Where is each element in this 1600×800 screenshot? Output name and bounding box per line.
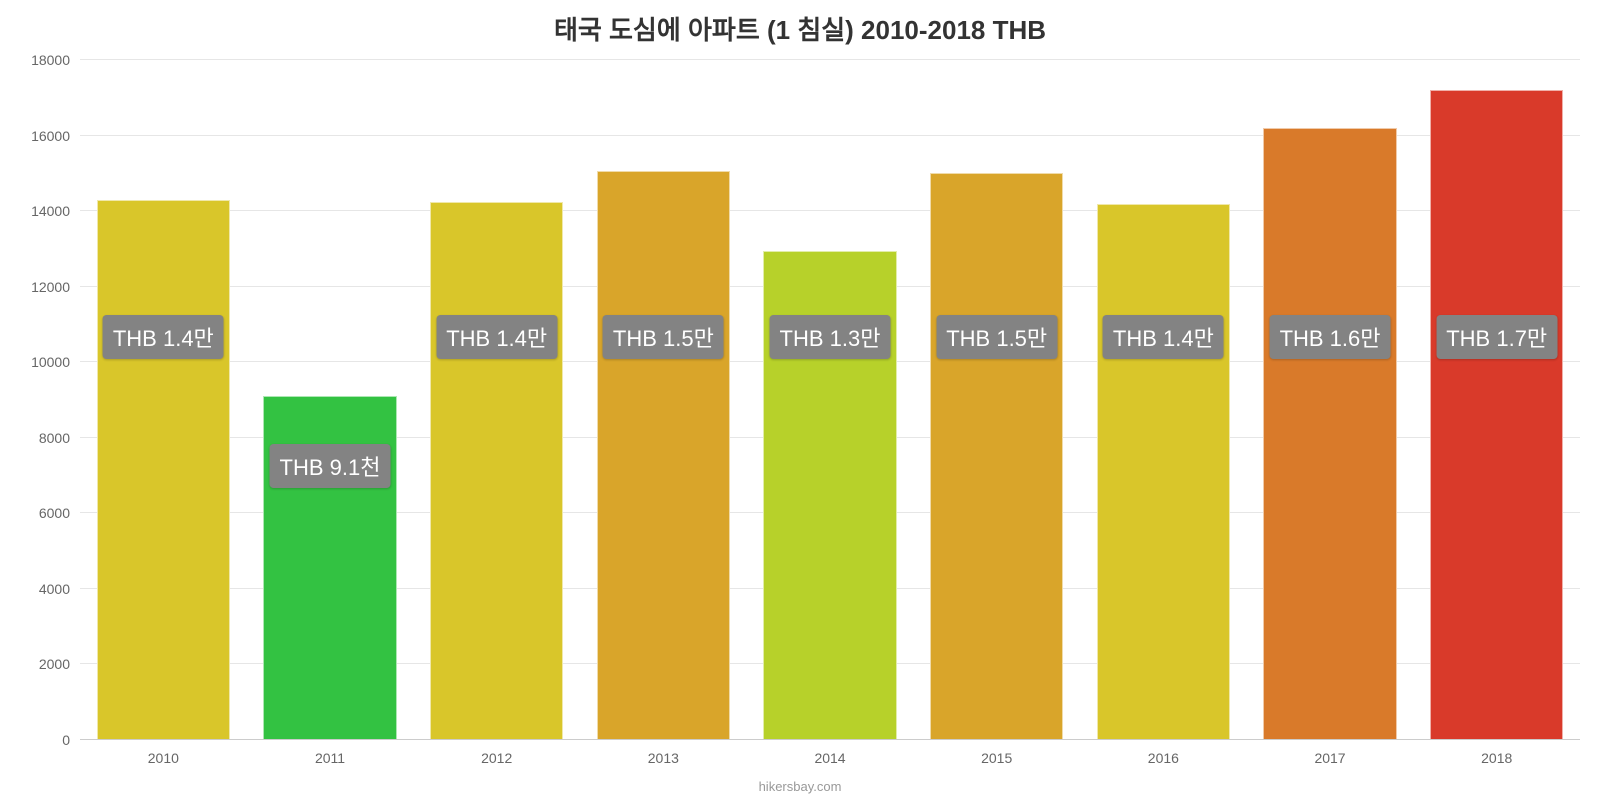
bar	[97, 200, 230, 740]
chart-title: 태국 도심에 아파트 (1 침실) 2010-2018 THB	[0, 10, 1600, 47]
bars-group: THB 1.4만2010THB 9.1천2011THB 1.4만2012THB …	[80, 60, 1580, 740]
x-tick-label: 2016	[1080, 740, 1247, 766]
bar	[597, 171, 730, 740]
bar-slot: THB 1.3만2014	[747, 60, 914, 740]
x-tick-label: 2013	[580, 740, 747, 766]
bar-slot: THB 1.4만2010	[80, 60, 247, 740]
x-tick-label: 2011	[247, 740, 414, 766]
x-tick-label: 2018	[1413, 740, 1580, 766]
bar-slot: THB 1.4만2012	[413, 60, 580, 740]
y-tick-label: 10000	[31, 354, 80, 370]
bar	[1097, 204, 1230, 740]
plot-area: 0200040006000800010000120001400016000180…	[80, 60, 1580, 740]
bar	[263, 396, 396, 740]
bar-slot: THB 1.5만2013	[580, 60, 747, 740]
bar	[430, 202, 563, 740]
bar-slot: THB 1.7만2018	[1413, 60, 1580, 740]
bar	[1430, 90, 1563, 740]
x-axis-baseline	[80, 739, 1580, 740]
y-tick-label: 4000	[39, 581, 80, 597]
y-tick-label: 18000	[31, 52, 80, 68]
x-tick-label: 2017	[1247, 740, 1414, 766]
x-tick-label: 2015	[913, 740, 1080, 766]
y-tick-label: 16000	[31, 128, 80, 144]
bar	[1263, 128, 1396, 740]
y-tick-label: 0	[62, 732, 80, 748]
y-tick-label: 12000	[31, 279, 80, 295]
bar-slot: THB 9.1천2011	[247, 60, 414, 740]
bar	[930, 173, 1063, 740]
y-tick-label: 6000	[39, 505, 80, 521]
y-tick-label: 8000	[39, 430, 80, 446]
bar	[763, 251, 896, 740]
source-credit: hikersbay.com	[0, 779, 1600, 794]
bar-slot: THB 1.5만2015	[913, 60, 1080, 740]
x-tick-label: 2010	[80, 740, 247, 766]
bar-slot: THB 1.4만2016	[1080, 60, 1247, 740]
y-tick-label: 14000	[31, 203, 80, 219]
x-tick-label: 2012	[413, 740, 580, 766]
y-tick-label: 2000	[39, 656, 80, 672]
x-tick-label: 2014	[747, 740, 914, 766]
chart-container: 태국 도심에 아파트 (1 침실) 2010-2018 THB 02000400…	[0, 0, 1600, 800]
bar-slot: THB 1.6만2017	[1247, 60, 1414, 740]
